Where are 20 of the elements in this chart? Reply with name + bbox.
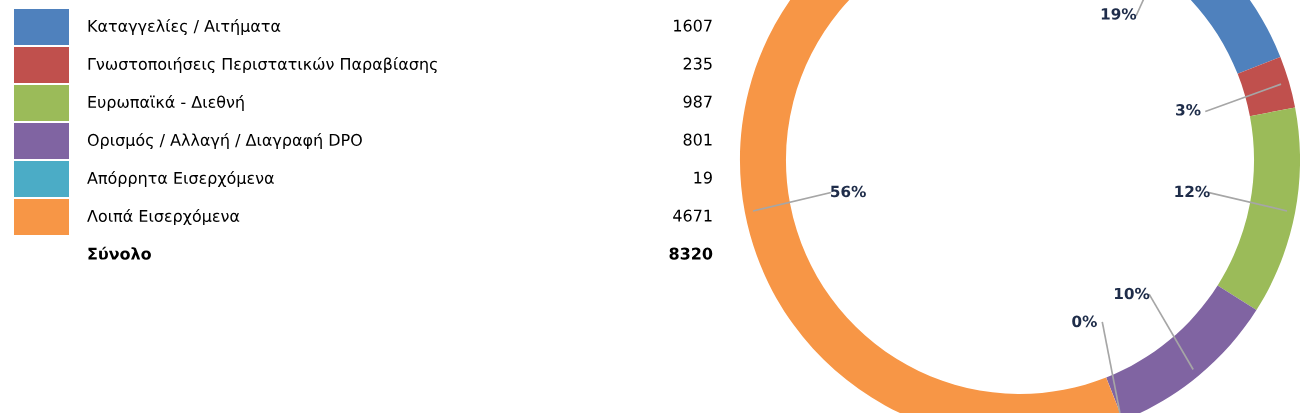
text: 987: [683, 95, 712, 108]
data-label: 12%: [1175, 185, 1210, 198]
data-label: 10%: [1114, 287, 1150, 300]
text: 19: [694, 171, 712, 184]
legend-label: Λοιπά Εισερχόμενα: [87, 208, 240, 226]
data-label: 19%: [1101, 8, 1137, 20]
text: 1607: [674, 19, 712, 32]
data-label: 3%: [1176, 104, 1201, 116]
legend-label: Απόρρητα Εισερχόμενα: [87, 170, 274, 188]
legend-label: Ορισμός / Αλλαγή / Διαγραφή DPO: [87, 132, 362, 150]
legend-label: Γνωστοποιήσεις Περιστατικών Παραβίασης: [88, 56, 437, 74]
text: Σύνολο: [88, 246, 151, 260]
text: 235: [683, 57, 712, 70]
data-label: 56%: [830, 185, 866, 198]
text: 8320: [669, 247, 713, 260]
text: 801: [683, 133, 712, 146]
text: 0%: [1072, 315, 1097, 328]
legend-label: Καταγγελίες / Αιτήματα: [88, 18, 281, 36]
text: 4671: [673, 209, 712, 222]
legend-label: Ευρωπαϊκά - Διεθνή: [88, 94, 244, 112]
